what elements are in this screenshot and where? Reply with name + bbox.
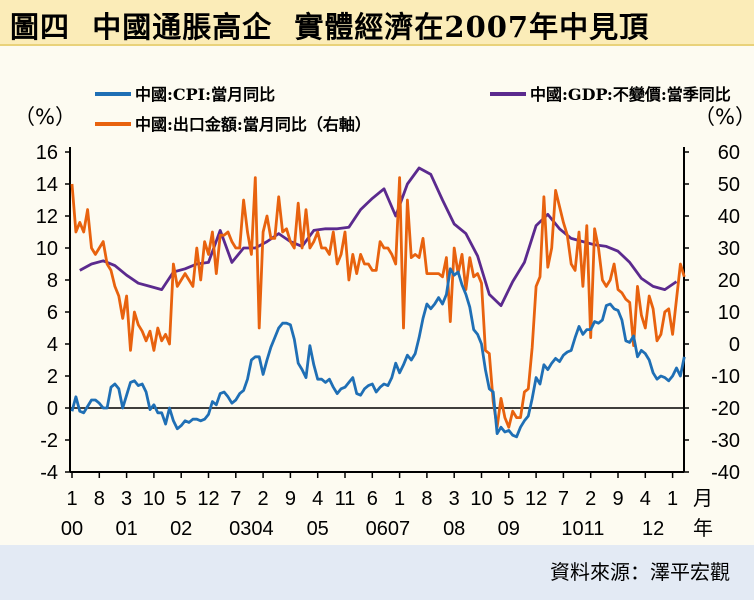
x-year-label: 02 bbox=[170, 518, 192, 540]
x-month-label: 3 bbox=[121, 488, 132, 510]
x-month-label: 9 bbox=[285, 488, 296, 510]
right-tick-label: -20 bbox=[711, 398, 740, 420]
x-month-label: 12 bbox=[525, 488, 547, 510]
x-month-label: 6 bbox=[367, 488, 378, 510]
chart-title: 圖四 中國通脹高企 實體經濟在2007年中見頂 bbox=[10, 10, 650, 44]
x-month-label: 5 bbox=[176, 488, 187, 510]
x-month-label: 3 bbox=[449, 488, 460, 510]
right-tick-label: -30 bbox=[711, 430, 740, 452]
series-line-2 bbox=[70, 176, 686, 429]
x-month-label: 5 bbox=[503, 488, 514, 510]
legend-label: 中國:出口金額:當月同比（右軸） bbox=[135, 115, 371, 134]
x-month-suffix: 月 bbox=[693, 486, 713, 510]
right-tick-label: 0 bbox=[729, 334, 740, 356]
x-year-label: 0607 bbox=[366, 518, 411, 540]
x-year-label: 08 bbox=[443, 518, 465, 540]
x-year-label: 12 bbox=[642, 518, 664, 540]
title-bar: 圖四 中國通脹高企 實體經濟在2007年中見頂 bbox=[0, 0, 754, 46]
left-tick-label: 4 bbox=[47, 334, 58, 356]
x-year-suffix: 年 bbox=[693, 516, 713, 540]
x-month-label: 10 bbox=[470, 488, 492, 510]
left-tick-label: 12 bbox=[36, 206, 58, 228]
left-tick-label: -2 bbox=[40, 430, 58, 452]
legend-label: 中國:GDP:不變價:當季同比 bbox=[530, 85, 731, 104]
x-year-label: 00 bbox=[61, 518, 83, 540]
x-month-label: 8 bbox=[421, 488, 432, 510]
right-tick-label: -40 bbox=[711, 462, 740, 484]
right-tick-label: -10 bbox=[711, 366, 740, 388]
x-month-label: 8 bbox=[94, 488, 105, 510]
x-year-label: 09 bbox=[498, 518, 520, 540]
x-month-label: 7 bbox=[230, 488, 241, 510]
right-unit: （%） bbox=[694, 105, 754, 129]
left-tick-label: 14 bbox=[36, 174, 58, 196]
right-tick-label: 30 bbox=[718, 238, 740, 260]
source-note: 資料來源：澤平宏觀 bbox=[550, 560, 730, 584]
left-tick-label: 0 bbox=[47, 398, 58, 420]
right-tick-label: 10 bbox=[718, 302, 740, 324]
right-tick-label: 50 bbox=[718, 174, 740, 196]
left-tick-label: 16 bbox=[36, 142, 58, 164]
x-month-label: 1 bbox=[66, 488, 77, 510]
x-year-label: 05 bbox=[307, 518, 329, 540]
legend-label: 中國:CPI:當月同比 bbox=[135, 85, 275, 104]
left-unit: （%） bbox=[14, 105, 76, 129]
left-tick-label: 2 bbox=[47, 366, 58, 388]
footer bbox=[0, 545, 754, 600]
chart: 1614121086420-2-46050403020100-10-20-30-… bbox=[14, 85, 754, 540]
left-tick-label: -4 bbox=[40, 462, 58, 484]
x-month-label: 10 bbox=[143, 488, 165, 510]
left-tick-label: 10 bbox=[36, 238, 58, 260]
left-tick-label: 8 bbox=[47, 270, 58, 292]
x-month-label: 4 bbox=[312, 488, 323, 510]
x-month-label: 9 bbox=[612, 488, 623, 510]
x-month-label: 7 bbox=[558, 488, 569, 510]
x-year-label: 01 bbox=[115, 518, 137, 540]
x-month-label: 11 bbox=[335, 488, 356, 510]
x-year-label: 1011 bbox=[561, 518, 604, 540]
x-month-label: 1 bbox=[667, 488, 678, 510]
x-month-label: 1 bbox=[394, 488, 405, 510]
left-tick-label: 6 bbox=[47, 302, 58, 324]
series-line-0 bbox=[70, 267, 686, 439]
right-tick-label: 40 bbox=[718, 206, 740, 228]
x-month-label: 12 bbox=[197, 488, 219, 510]
right-tick-label: 60 bbox=[718, 142, 740, 164]
x-month-label: 4 bbox=[640, 488, 651, 510]
right-tick-label: 20 bbox=[718, 270, 740, 292]
x-year-label: 0304 bbox=[229, 518, 274, 540]
x-month-label: 2 bbox=[585, 488, 596, 510]
x-month-label: 2 bbox=[258, 488, 269, 510]
